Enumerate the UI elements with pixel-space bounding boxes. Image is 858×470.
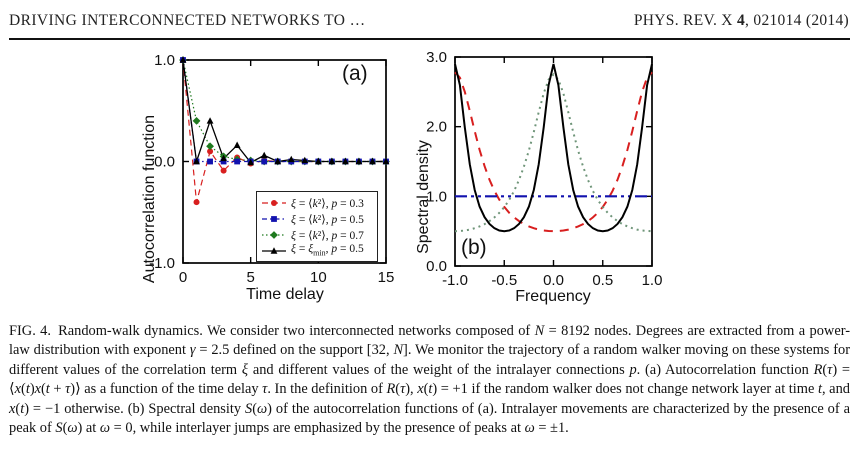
figure-4: Autocorrelation function 0 5 10 15 -1.0 0.0 1.…: [0, 40, 858, 320]
y-tick-label: 2.0: [426, 119, 447, 136]
panel-a-xlabel: Time delay: [246, 286, 324, 303]
triangle-marker: [301, 156, 309, 164]
header-rule: [9, 38, 850, 40]
diamond-marker: [206, 142, 214, 151]
journal-volume: 4: [736, 12, 746, 29]
running-title: DRIVING INTERCONNECTED NETWORKS TO …: [9, 12, 366, 29]
series-line-red: [454, 71, 653, 233]
page-header: DRIVING INTERCONNECTED NETWORKS TO … PHY…: [9, 12, 849, 34]
legend-entry: ξ = ⟨k²⟩, p = 0.5: [261, 211, 377, 226]
x-tick-label: 15: [378, 269, 395, 286]
x-tick-label: 1.0: [642, 272, 663, 289]
square-marker: [234, 158, 241, 165]
triangle-marker: [179, 56, 187, 63]
journal-name: PHYS. REV. X: [633, 12, 737, 29]
triangle-marker: [193, 157, 200, 165]
diamond-marker: [192, 117, 201, 125]
panel-a-legend: ξ = ⟨k²⟩, p = 0.3 ξ = ⟨k²⟩, p = 0.5 ξ = ⟨k…: [256, 191, 378, 262]
circle-marker: [193, 199, 200, 206]
series-line-black: [182, 59, 386, 164]
series-line-black: [454, 63, 653, 233]
square-marker: [261, 158, 268, 165]
triangle-marker: [355, 157, 363, 165]
triangle-marker: [382, 157, 390, 165]
triangle-marker: [220, 154, 227, 162]
legend-sample: [262, 230, 286, 239]
x-tick-label: -0.5: [491, 272, 517, 289]
triangle-marker: [270, 246, 278, 254]
triangle-marker: [342, 157, 349, 165]
triangle-marker: [247, 158, 255, 166]
triangle-marker: [369, 157, 376, 165]
legend-label: ξ = ⟨k²⟩, p = 0.5: [291, 213, 364, 226]
x-tick-label: 10: [310, 269, 327, 286]
y-tick-label: 1.0: [154, 52, 175, 69]
spectral-density-plot: -1.0 -0.5 0.0 0.5 1.0 0.0 1.0 2.0 3.0: [426, 49, 663, 289]
triangle-marker: [206, 117, 214, 124]
triangle-marker: [287, 155, 295, 163]
circle-marker: [220, 167, 227, 174]
legend-entry: ξ = ξmin, p = 0.5: [261, 243, 377, 258]
panel-b-tag: (b): [461, 236, 487, 259]
square-marker: [220, 158, 227, 165]
legend-label: ξ = ξmin, p = 0.5: [291, 243, 364, 258]
journal-issue: , 021014 (2014): [745, 12, 849, 29]
panel-b-xlabel: Frequency: [515, 288, 591, 305]
plot-frame: [454, 56, 653, 267]
x-tick-label: 0.0: [543, 272, 564, 289]
series-line-green_dotted: [454, 72, 653, 233]
y-tick-label: 1.0: [426, 188, 447, 205]
legend-sample: [262, 246, 286, 254]
triangle-marker: [314, 157, 322, 165]
y-tick-label: 3.0: [426, 49, 447, 66]
legend-sample: [262, 215, 286, 222]
figure-caption: FIG. 4. Random-walk dynamics. We conside…: [9, 323, 850, 437]
legend-entry: ξ = ⟨k²⟩, p = 0.3: [261, 195, 377, 210]
y-tick-label: -1.0: [149, 255, 175, 272]
legend-entry: ξ = ⟨k²⟩, p = 0.7: [261, 227, 377, 242]
triangle-marker: [328, 157, 336, 165]
legend-label: ξ = ⟨k²⟩, p = 0.3: [291, 197, 364, 210]
x-tick-label: 0: [179, 269, 187, 286]
panel-a-tag: (a): [342, 62, 368, 85]
x-tick-label: -1.0: [442, 272, 468, 289]
circle-marker: [207, 148, 214, 155]
diamond-marker: [270, 230, 278, 239]
circle-marker: [271, 199, 277, 206]
legend-label: ξ = ⟨k²⟩, p = 0.7: [291, 229, 364, 242]
triangle-marker: [274, 157, 282, 165]
square-marker: [207, 158, 213, 165]
y-tick-label: 0.0: [154, 154, 175, 171]
square-marker: [271, 215, 277, 222]
autocorrelation-plot: 0 5 10 15 -1.0 0.0 1.0: [149, 52, 395, 286]
triangle-marker: [260, 151, 268, 159]
legend-sample: [262, 199, 286, 206]
journal-reference: PHYS. REV. X 4, 021014 (2014): [634, 12, 849, 30]
y-tick-label: 0.0: [426, 258, 447, 275]
x-tick-label: 0.5: [592, 272, 613, 289]
x-tick-label: 5: [246, 269, 254, 286]
triangle-marker: [233, 141, 241, 148]
